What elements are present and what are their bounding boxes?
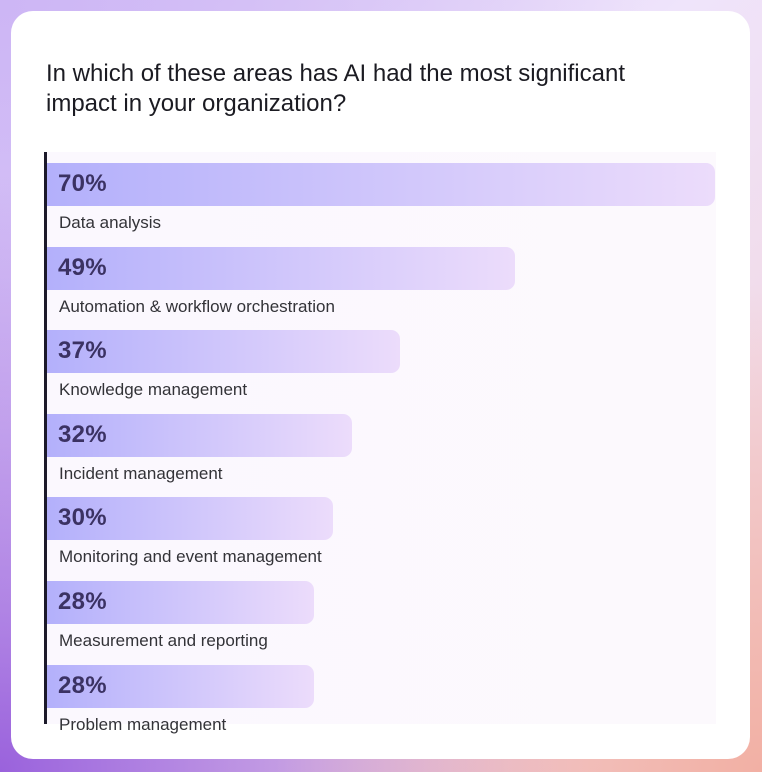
bar-value-label: 30% (58, 504, 107, 532)
bar (47, 497, 334, 541)
chart-axis-line (44, 152, 47, 724)
survey-card: In which of these areas has AI had the m… (11, 11, 750, 759)
bar (47, 163, 715, 206)
bar-value-label: 28% (58, 671, 107, 699)
bar-category-label: Automation & workflow orchestration (59, 296, 335, 316)
bar-row: 30% Monitoring and event management (47, 497, 716, 577)
question-title: In which of these areas has AI had the m… (46, 60, 625, 117)
bar-value-label: 28% (58, 588, 107, 615)
bar (47, 413, 353, 457)
bar-category-label: Incident management (59, 463, 223, 483)
bar-row: 37% Knowledge management (47, 330, 716, 410)
bar (47, 246, 515, 290)
bar-category-label: Knowledge management (59, 380, 248, 400)
bar-value-label: 37% (58, 337, 107, 365)
bar-value-label: 32% (58, 420, 107, 448)
bar-chart: 70% Data analysis 49% Automation & workflow… (44, 152, 716, 734)
bar-row: 28% Measurement and reporting (47, 581, 716, 661)
bar-row: 28% Problem management (47, 664, 716, 745)
bar-value-label: 70% (58, 170, 107, 197)
bar (47, 330, 401, 374)
bar (47, 581, 315, 624)
bar-category-label: Data analysis (59, 213, 162, 232)
bar (47, 664, 315, 708)
bar-value-label: 49% (58, 253, 107, 281)
bar-row: 70% Data analysis (47, 163, 716, 243)
bar-category-label: Problem management (59, 714, 227, 734)
bar-row: 49% Automation & workflow orchestration (47, 246, 716, 327)
bar-row: 32% Incident management (47, 413, 716, 494)
bar-category-label: Measurement and reporting (59, 631, 268, 650)
bar-category-label: Monitoring and event management (59, 547, 322, 567)
